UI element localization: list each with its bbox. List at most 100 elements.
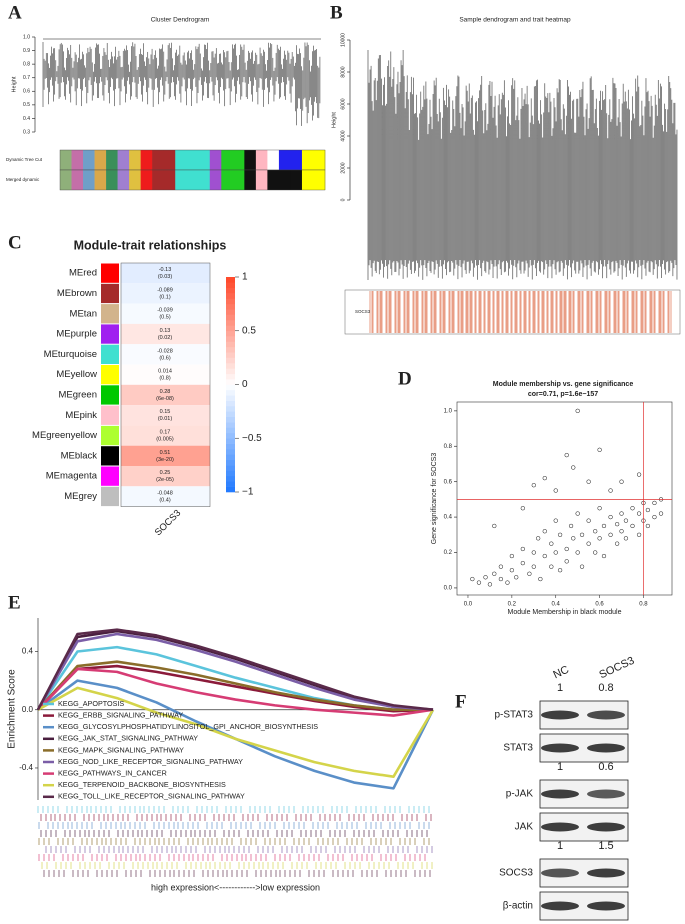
point	[608, 488, 613, 493]
legend-label: KEGG_MAPK_SIGNALING_PATHWAY	[58, 745, 184, 754]
colorbar-step	[226, 330, 235, 337]
point	[593, 550, 598, 555]
y-tick-label: -0.4	[19, 763, 33, 772]
cell-pvalue: (0.8)	[159, 376, 170, 382]
row-label: MEpurple	[56, 329, 97, 340]
point	[509, 568, 514, 573]
point	[597, 506, 602, 511]
legend-label: KEGG_JAK_STAT_SIGNALING_PATHWAY	[58, 734, 198, 743]
blot-band	[587, 743, 625, 753]
module-band	[175, 170, 188, 190]
y-tick-label: 0.0	[22, 705, 34, 714]
blot-band	[541, 710, 579, 720]
module-band	[94, 150, 107, 170]
colorbar-step	[226, 320, 235, 326]
module-band	[290, 150, 303, 170]
module-band	[60, 170, 72, 190]
row-label: β-actin	[503, 901, 533, 912]
blot-band	[541, 901, 579, 911]
chart-title: Cluster Dendrogram	[151, 17, 210, 24]
point	[619, 511, 624, 516]
y-tick-label: 0.6	[444, 479, 453, 485]
legend-label: KEGG_TERPENOID_BACKBONE_BIOSYNTHESIS	[58, 780, 226, 789]
colorbar-step	[226, 400, 235, 407]
point	[645, 523, 651, 529]
point	[652, 514, 657, 520]
colorbar-step	[226, 368, 235, 375]
blot-band	[587, 822, 625, 832]
y-tick-label: 8000	[340, 66, 346, 77]
panel-label: C	[8, 232, 22, 253]
module-band	[244, 170, 257, 190]
row-label: MEred	[69, 268, 97, 279]
y-tick-label: 1.0	[23, 34, 30, 40]
module-band	[140, 150, 153, 170]
point	[492, 523, 497, 529]
row-label: p-JAK	[506, 789, 534, 800]
cell-value: -0.039	[157, 308, 173, 314]
colorbar-step	[226, 287, 235, 294]
band-ratio: 1	[557, 840, 563, 852]
point	[520, 560, 525, 566]
module-band	[221, 150, 234, 170]
point	[586, 518, 591, 523]
cell-value: -0.028	[157, 348, 173, 354]
point	[498, 576, 504, 582]
colorbar-step	[226, 459, 235, 466]
colorbar-label: 0.5	[242, 325, 256, 336]
band-label: Merged dynamic	[6, 177, 40, 182]
colorbar-step	[226, 336, 235, 342]
colorbar-step	[226, 395, 235, 401]
colorbar-step	[226, 443, 235, 450]
module-band	[60, 150, 72, 170]
point	[520, 546, 525, 552]
x-tick-label: 0.2	[508, 602, 517, 608]
hit-bars	[43, 870, 431, 877]
colorbar-step	[226, 384, 235, 391]
module-swatch	[101, 283, 119, 304]
hit-bars	[45, 846, 433, 853]
point	[586, 541, 591, 546]
point	[636, 511, 642, 516]
module-band	[278, 170, 291, 190]
y-tick-label: 0.3	[23, 129, 30, 135]
cell-value: -0.048	[157, 490, 173, 496]
module-swatch	[101, 405, 119, 425]
y-tick-label: 0.5	[23, 102, 30, 108]
colorbar-step	[226, 475, 235, 482]
point	[630, 506, 635, 511]
point	[601, 523, 607, 529]
module-band	[255, 170, 268, 190]
y-tick-label: 0.9	[23, 48, 30, 54]
point	[514, 575, 519, 580]
point	[645, 507, 651, 513]
module-band	[232, 170, 245, 190]
module-band	[186, 150, 199, 170]
panel-label: F	[455, 691, 467, 712]
point	[549, 564, 554, 569]
colorbar-step	[226, 416, 235, 423]
row-label: p-STAT3	[494, 710, 533, 721]
colorbar-step	[226, 277, 235, 283]
trait-label: SOCS3	[355, 309, 371, 314]
y-axis-label: Gene significance for SOCS3	[431, 453, 438, 545]
band-label: Dynamic Tree Cut	[6, 157, 43, 162]
colorbar-step	[226, 357, 235, 364]
heat-cell	[121, 486, 210, 507]
cell-value: 0.25	[160, 470, 171, 476]
y-tick-label: 6000	[340, 98, 346, 109]
point	[505, 580, 510, 585]
module-band	[106, 170, 118, 190]
y-tick-label: 0	[340, 198, 346, 201]
point	[658, 511, 664, 516]
module-band	[83, 150, 95, 170]
point	[564, 546, 569, 552]
module-band	[175, 150, 188, 170]
module-band	[152, 150, 164, 170]
heat-cell	[121, 283, 210, 304]
module-swatch	[101, 324, 119, 344]
module-band	[267, 170, 280, 190]
module-band	[129, 170, 141, 190]
point	[549, 541, 554, 546]
row-label: MEtan	[70, 308, 97, 319]
